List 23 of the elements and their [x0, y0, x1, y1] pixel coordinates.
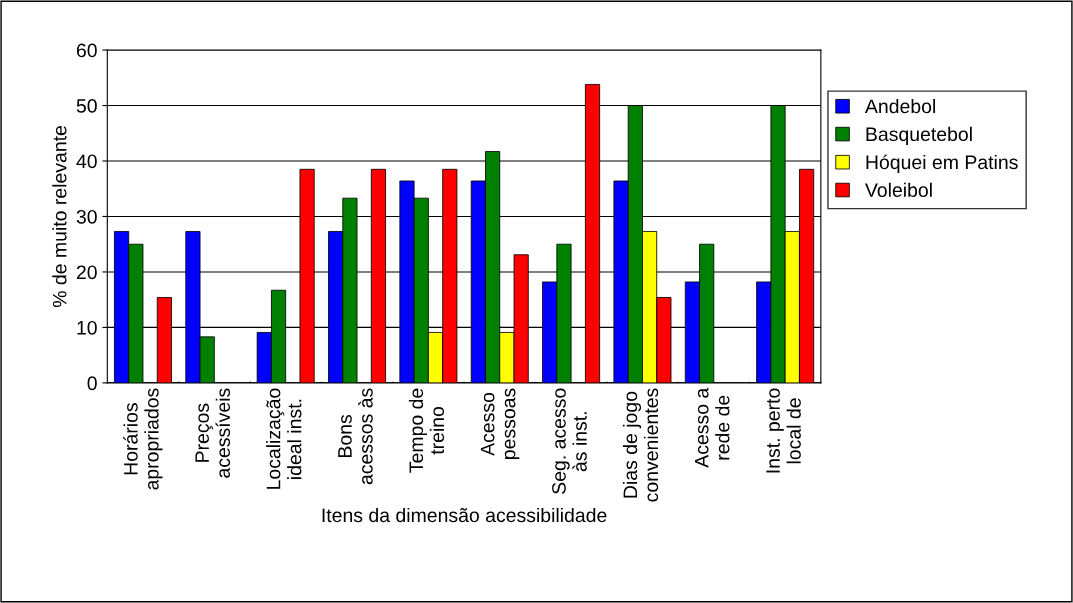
y-tick-label: 0 — [87, 376, 97, 391]
y-tick-label: 50 — [76, 98, 97, 113]
legend-label: Hóquei em Patins — [866, 154, 1018, 174]
y-tick-label: 30 — [76, 209, 97, 224]
x-tick-label: Dias de jogo convenientes — [622, 388, 659, 502]
y-tick-label: 40 — [76, 154, 97, 169]
y-axis-title: % de muito relevante — [52, 126, 67, 308]
x-tick-label: Tempo de treino — [408, 388, 445, 473]
x-tick-label: Inst. perto local de — [766, 388, 801, 473]
legend-label: Andebol — [864, 98, 935, 114]
x-tick-label: Preços acessíveis — [195, 388, 231, 478]
y-tick-label: 20 — [76, 265, 97, 280]
x-tick-label: Bons acessos às — [338, 388, 373, 485]
x-tick-label: Horários apropriados — [123, 388, 163, 490]
x-tick-label: Localização ideal inst. — [266, 388, 302, 489]
y-tick-label: 60 — [76, 43, 97, 58]
x-tick-label: Acesso pessoas — [480, 388, 520, 459]
legend-label: Basquetebol — [866, 126, 972, 145]
x-axis-title: Itens da dimensão acessibilidade — [322, 507, 607, 523]
x-tick-label: Acesso a rede de — [694, 387, 730, 468]
legend-label: Voleibol — [865, 182, 932, 198]
x-tick-label: Seg. acesso às inst. — [552, 388, 587, 494]
y-tick-label: 10 — [77, 320, 97, 335]
